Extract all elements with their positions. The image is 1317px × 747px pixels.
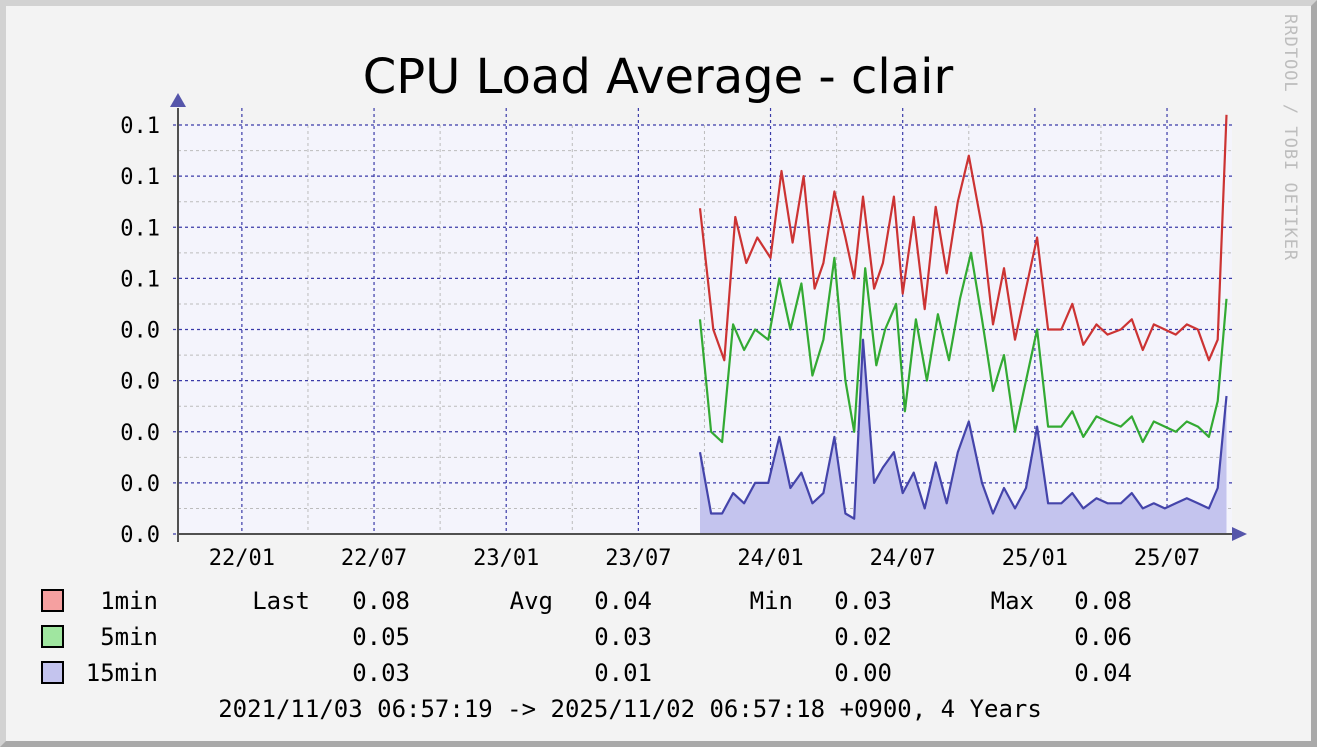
legend-last-value: 0.03: [352, 659, 410, 687]
series-15min-line: [698, 338, 1228, 520]
legend-min-label: Min: [750, 587, 793, 615]
x-tick-label: 24/07: [870, 546, 936, 571]
legend-min-value: 0.03: [834, 587, 892, 615]
legend-swatch-1min: [41, 589, 64, 612]
legend-max-value: 0.06: [1074, 623, 1132, 651]
legend-min-value: 0.02: [834, 623, 892, 651]
y-tick-label: 0.0: [120, 421, 160, 446]
time-range-label: 2021/11/03 06:57:19 -> 2025/11/02 06:57:…: [218, 695, 1042, 723]
legend-avg-value: 0.01: [594, 659, 652, 687]
legend-last-value: 0.08: [352, 587, 410, 615]
y-tick-label: 0.1: [120, 165, 160, 190]
x-axis-ticks: 22/01 22/07 23/01 23/07 24/01 24/07 25/01 25/07: [209, 546, 1200, 571]
series-5min-line: [698, 251, 1228, 444]
series-fill: [700, 339, 1227, 534]
chart-title: CPU Load Average - clair: [363, 49, 954, 105]
y-tick-label: 0.1: [120, 216, 160, 241]
x-tick-label: 22/01: [209, 546, 275, 571]
x-tick-label: 25/07: [1134, 546, 1200, 571]
y-tick-label: 0.0: [120, 370, 160, 395]
legend-name: 15min: [86, 659, 158, 687]
legend-avg-value: 0.04: [594, 587, 652, 615]
legend-last-label: Last: [252, 587, 310, 615]
legend-name: 5min: [100, 623, 158, 651]
legend-avg-label: Avg: [510, 587, 553, 615]
legend-last-value: 0.05: [352, 623, 410, 651]
legend-max-value: 0.04: [1074, 659, 1132, 687]
legend-max-value: 0.08: [1074, 587, 1132, 615]
legend-swatch-5min: [41, 625, 64, 648]
x-tick-label: 22/07: [341, 546, 407, 571]
legend-avg-value: 0.03: [594, 623, 652, 651]
legend-name: 1min: [100, 587, 158, 615]
y-tick-label: 0.0: [120, 472, 160, 497]
y-axis-arrow: [170, 93, 186, 107]
legend-swatch-15min: [41, 661, 64, 684]
x-tick-label: 24/01: [737, 546, 803, 571]
legend-max-label: Max: [991, 587, 1034, 615]
x-tick-label: 23/01: [473, 546, 539, 571]
y-tick-label: 0.1: [120, 114, 160, 139]
y-tick-label: 0.1: [120, 267, 160, 292]
y-tick-label: 0.0: [120, 523, 160, 548]
series-lines: [698, 114, 1228, 520]
x-axis-arrow: [1232, 527, 1247, 541]
rrdtool-watermark: RRDTOOL / TOBI OETIKER: [1280, 14, 1300, 261]
series-15min-area: [700, 339, 1227, 534]
y-axis-ticks: 0.0 0.0 0.0 0.0 0.0 0.1 0.1 0.1 0.1: [120, 114, 160, 548]
legend-min-value: 0.00: [834, 659, 892, 687]
x-tick-label: 23/07: [605, 546, 671, 571]
series-1min-line: [698, 114, 1228, 362]
x-tick-label: 25/01: [1002, 546, 1068, 571]
y-tick-label: 0.0: [120, 319, 160, 344]
legend: 1min 0.08 0.04 0.03 0.08 Last Avg Min Max 5min 0.0…: [41, 587, 1132, 687]
axes: [170, 93, 1247, 542]
